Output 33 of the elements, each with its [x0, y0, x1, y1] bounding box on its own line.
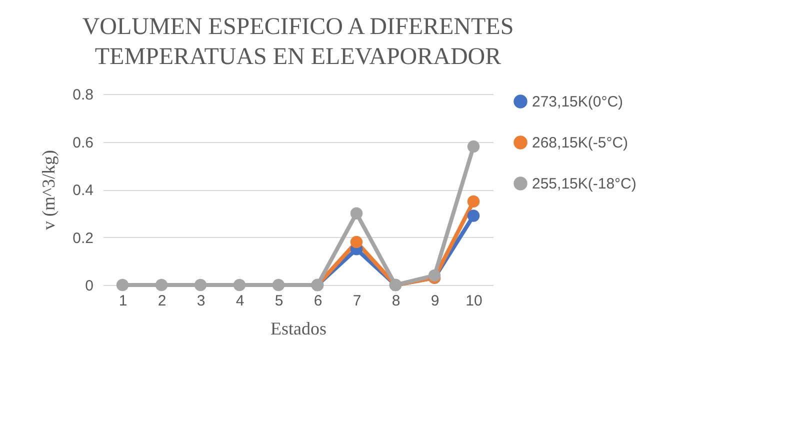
point: [467, 195, 480, 208]
x-tick-label: 9: [430, 292, 440, 310]
y-tick-label: 0.4: [72, 182, 94, 199]
point: [467, 210, 480, 222]
x-tick-label: 1: [118, 292, 128, 310]
point: [350, 207, 363, 220]
y-axis-title: v (m^3/kg): [38, 150, 59, 230]
point: [233, 278, 246, 292]
legend-label: 255,15K(-18°C): [532, 176, 636, 192]
x-tick-label: 7: [352, 292, 362, 310]
x-tick-label: 5: [274, 292, 284, 310]
point: [428, 269, 441, 282]
point: [350, 236, 363, 248]
text: TEMPERATUAS EN ELEVAPORADOR: [94, 44, 502, 70]
x-tick-label: 8: [392, 292, 400, 310]
legend-label: 268,15K(-5°C): [532, 134, 628, 152]
x-tick-label: 4: [236, 292, 244, 310]
point: [155, 278, 168, 292]
legend-label: 273,15K(0°C): [532, 94, 624, 110]
y-tick-label: 0: [85, 278, 94, 294]
y-tick-label: 0.8: [72, 86, 94, 104]
point: [272, 278, 285, 292]
y-tick-label: 0.6: [72, 134, 94, 152]
x-tick-label: 2: [158, 292, 166, 310]
x-tick-label: 6: [314, 292, 322, 310]
y-tick-label: 0.2: [72, 230, 94, 247]
x-tick-label: 10: [466, 292, 482, 310]
point: [194, 278, 207, 292]
text: VOLUMEN ESPECIFICO A DIFERENTES: [82, 14, 514, 40]
point: [116, 278, 129, 292]
point: [467, 140, 480, 153]
x-tick-label: 3: [196, 292, 206, 310]
x-axis-title: Estados: [270, 318, 326, 338]
